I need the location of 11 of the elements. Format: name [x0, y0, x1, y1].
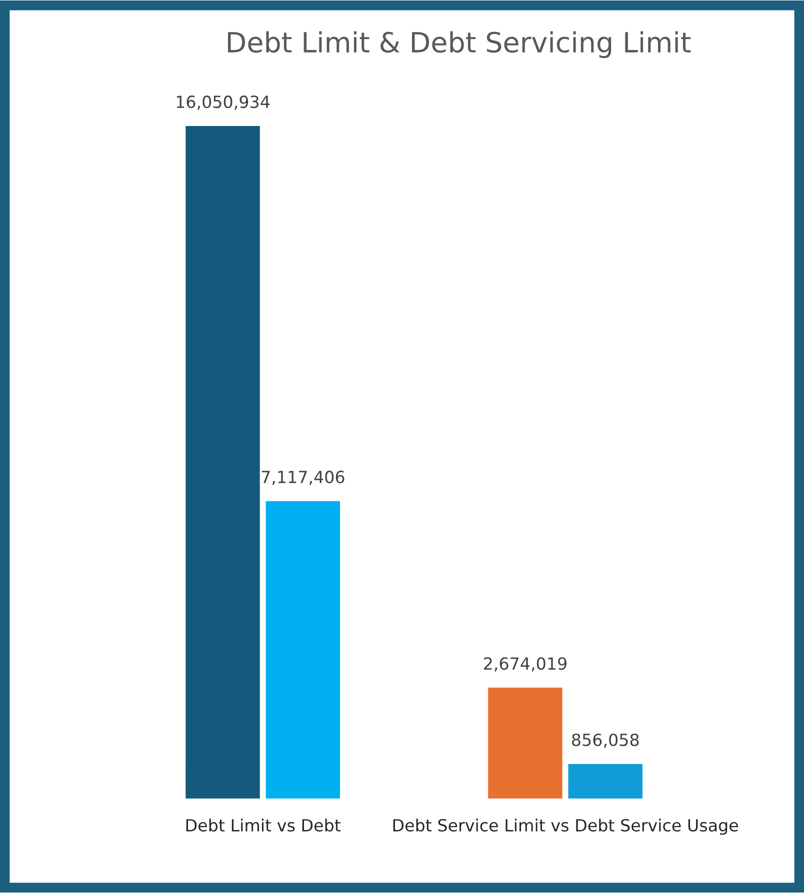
- x-tick-label: Debt Service Limit vs Debt Service Usage: [393, 818, 738, 835]
- data-label: 16,050,934: [176, 96, 270, 110]
- x-tick-label: Debt Limit vs Debt: [186, 818, 341, 832]
- bar: [566, 762, 644, 800]
- chart-title: Debt Limit & Debt Servicing Limit: [228, 31, 691, 58]
- bar: [184, 124, 262, 800]
- data-label: 7,117,406: [262, 470, 344, 485]
- bar: [264, 500, 342, 800]
- data-label: 856,058: [572, 734, 639, 748]
- data-label: 2,674,019: [484, 657, 566, 672]
- bar: [486, 686, 564, 800]
